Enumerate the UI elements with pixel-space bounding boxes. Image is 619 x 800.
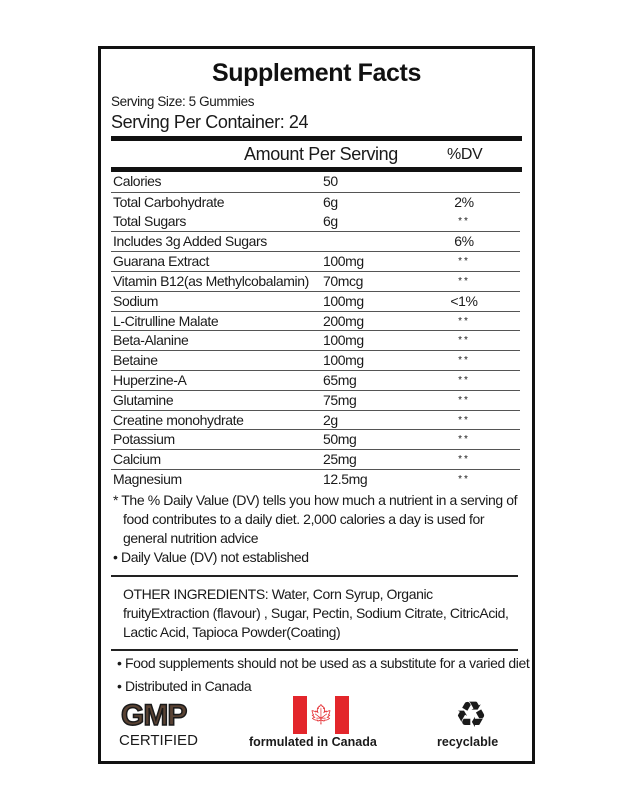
serving-per-container: Serving Per Container: 24 (111, 112, 309, 132)
nutrient-dv: ** (458, 374, 470, 386)
divider (111, 575, 518, 577)
nutrient-amount: 25mg (323, 451, 357, 468)
nutrient-name: Magnesium (113, 470, 182, 487)
nutrient-amount: 6g (323, 193, 338, 210)
table-row: Magnesium 12.5mg ** (111, 468, 520, 489)
nutrient-amount: 200mg (323, 312, 364, 329)
nutrient-amount: 100mg (323, 352, 364, 369)
gmp-logo: GMP (120, 698, 188, 733)
serving-size: Serving Size: 5 Gummies (111, 94, 255, 109)
nutrient-dv: ** (458, 335, 470, 347)
nutrient-amount: 50 (323, 173, 338, 189)
table-row: Total Sugars 6g ** (111, 212, 520, 232)
supplement-facts-panel: Supplement Facts Serving Size: 5 Gummies… (98, 46, 535, 764)
nutrient-name: Creatine monohydrate (113, 411, 244, 428)
nutrient-dv: ** (458, 394, 470, 406)
nutrient-name: Betaine (113, 352, 158, 369)
table-row: Beta-Alanine 100mg ** (111, 330, 520, 350)
nutrient-dv: ** (458, 454, 470, 466)
amount-header: Amount Per Serving (244, 144, 398, 164)
table-row: Guarana Extract 100mg ** (111, 251, 520, 271)
nutrient-dv: ** (458, 355, 470, 367)
table-row: Glutamine 75mg ** (111, 389, 520, 410)
page-title: Supplement Facts (212, 59, 421, 87)
nutrient-amount: 12.5mg (323, 470, 368, 487)
nutrient-name: Sodium (113, 292, 159, 309)
nutrient-dv: ** (458, 315, 470, 327)
nutrient-table: Calories 50 Total Carbohydrate 6g 2% Total Su… (111, 172, 520, 489)
nutrient-dv: ** (458, 275, 470, 287)
table-row: Vitamin B12(as Methylcobalamin) 70mcg ** (111, 270, 520, 291)
nutrient-amount: 65mg (323, 371, 357, 388)
distributed-note: • Distributed in Canada (117, 678, 252, 694)
table-row: Includes 3g Added Sugars 6% (111, 231, 520, 251)
table-row: Sodium 100mg <1% (111, 290, 520, 311)
other-ingredients: OTHER INGREDIENTS: Water, Corn Syrup, Or… (123, 586, 509, 640)
nutrient-name: Calcium (113, 451, 161, 468)
nutrient-amount: 100mg (323, 253, 364, 270)
nutrient-name: Potassium (113, 431, 175, 448)
formulated-in-canada-label: formulated in Canada (249, 735, 377, 749)
gmp-certified-label: CERTIFIED (119, 732, 198, 749)
nutrient-dv: ** (458, 414, 470, 426)
nutrient-name: Total Carbohydrate (113, 193, 225, 210)
nutrient-dv: <1% (450, 292, 478, 309)
divider (111, 167, 522, 172)
table-row: Total Carbohydrate 6g 2% (111, 191, 520, 212)
nutrient-amount: 100mg (323, 292, 364, 309)
canada-flag-icon: 🍁︎ (293, 696, 349, 734)
nutrient-name: Huperzine-A (113, 371, 187, 388)
table-row: Calories 50 (111, 172, 520, 192)
nutrient-amount: 70mcg (323, 272, 364, 289)
nutrient-amount: 6g (323, 212, 338, 229)
nutrient-amount: 2g (323, 411, 338, 428)
nutrient-dv: ** (458, 215, 470, 227)
nutrient-dv: ** (458, 434, 470, 446)
nutrient-dv: ** (458, 473, 470, 485)
supplement-warning: • Food supplements should not be used as… (117, 655, 530, 671)
nutrient-name: Total Sugars (113, 212, 187, 229)
footnote-not-established: • Daily Value (DV) not established (113, 549, 309, 565)
dv-header: %DV (447, 146, 483, 163)
nutrient-name: Vitamin B12(as Methylcobalamin) (113, 272, 309, 289)
nutrient-name: Glutamine (113, 391, 174, 408)
nutrient-name: Calories (113, 173, 162, 189)
footnote-text: * The % Daily Value (DV) tells you how m… (113, 492, 518, 546)
table-row: L-Citrulline Malate 200mg ** (111, 310, 520, 331)
nutrient-name: Guarana Extract (113, 253, 209, 270)
table-row: Huperzine-A 65mg ** (111, 369, 520, 390)
divider (111, 649, 518, 651)
divider (111, 136, 522, 141)
table-row: Betaine 100mg ** (111, 350, 520, 370)
footnote-dv: * The % Daily Value (DV) tells you how m… (113, 491, 518, 567)
nutrient-dv: ** (458, 256, 470, 268)
nutrient-name: L-Citrulline Malate (113, 312, 219, 329)
nutrient-dv: 6% (454, 233, 474, 250)
nutrient-amount: 75mg (323, 391, 357, 408)
table-row: Potassium 50mg ** (111, 429, 520, 449)
recyclable-label: recyclable (437, 735, 499, 749)
nutrient-name: Beta-Alanine (113, 332, 189, 349)
nutrient-amount: 100mg (323, 332, 364, 349)
nutrient-dv: 2% (454, 193, 474, 210)
table-row: Creatine monohydrate 2g ** (111, 409, 520, 430)
recycle-icon: ♻︎ (454, 694, 488, 735)
nutrient-name: Includes 3g Added Sugars (113, 233, 267, 250)
table-row: Calcium 25mg ** (111, 449, 520, 469)
nutrient-amount: 50mg (323, 431, 357, 448)
